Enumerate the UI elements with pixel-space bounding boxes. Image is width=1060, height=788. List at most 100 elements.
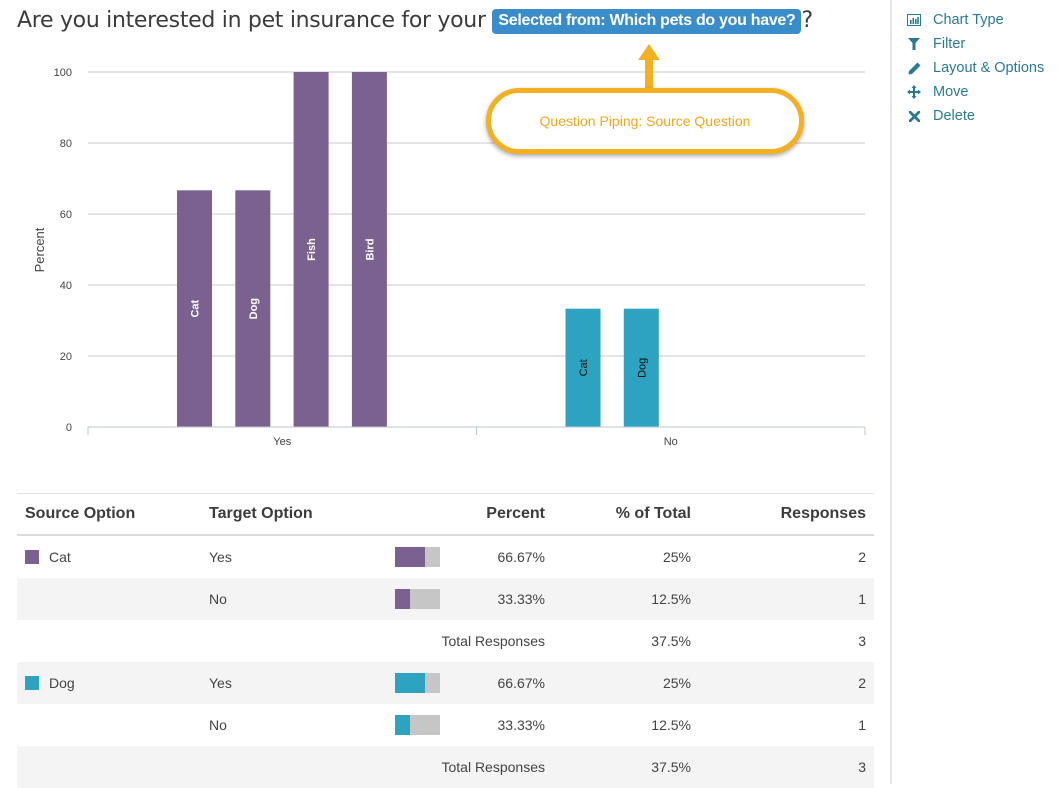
question-text: Are you interested in pet insurance for …	[17, 8, 486, 33]
y-tick-label: 20	[60, 351, 72, 363]
percent-value: 66.67%	[497, 549, 545, 565]
total-row: Total Responses 37.5% 3	[17, 620, 874, 662]
y-axis-ticks: 0 20 40 60 80 100	[54, 67, 72, 434]
percent-cell: 33.33%	[387, 704, 553, 746]
total-percent-of-total: 37.5%	[651, 633, 691, 649]
table-row: Cat Yes 66.67% 25% 2	[17, 535, 874, 578]
y-tick-label: 80	[60, 138, 72, 150]
filter-icon	[905, 37, 923, 51]
total-percent-of-total: 37.5%	[553, 746, 699, 788]
question-piping-callout: Question Piping: Source Question	[486, 88, 804, 154]
percent-of-total: 25%	[662, 549, 691, 565]
bar-label: Dog	[636, 358, 648, 378]
source-color-swatch	[25, 676, 39, 690]
table-row: Dog Yes 66.67% 25% 2	[17, 662, 874, 704]
y-tick-label: 40	[60, 280, 72, 292]
table-row: No 33.33% 12.5% 1	[17, 704, 874, 746]
total-responses: 3	[858, 633, 866, 649]
percent-cell: 66.67%	[387, 535, 553, 578]
source-cell	[17, 704, 201, 746]
percent-of-total: 25%	[553, 662, 699, 704]
bar	[293, 72, 329, 427]
y-tick-label: 60	[60, 209, 72, 221]
response-count: 2	[699, 662, 874, 704]
percent-value: 33.33%	[497, 717, 545, 733]
source-option: Dog	[49, 675, 75, 691]
percent-bar	[395, 673, 440, 693]
target-option: No	[201, 578, 387, 620]
bar	[177, 190, 212, 427]
target-option: Yes	[209, 549, 232, 565]
filter-button[interactable]: Filter	[905, 32, 1044, 56]
x-tick-label: Yes	[273, 436, 291, 448]
total-row: Total Responses 37.5% 3	[17, 746, 874, 788]
percent-of-total: 12.5%	[553, 578, 699, 620]
table-header-row: Source Option Target Option Percent % of…	[17, 493, 874, 536]
percent-cell: 33.33%	[387, 578, 553, 620]
total-label: Total Responses	[441, 633, 545, 649]
close-icon	[905, 109, 923, 123]
chart-type-button[interactable]: Chart Type	[905, 8, 1044, 32]
total-responses: 3	[699, 746, 874, 788]
header-percent-of-total[interactable]: % of Total	[553, 493, 699, 536]
question-mark: ?	[801, 8, 813, 33]
layout-options-label: Layout & Options	[933, 60, 1045, 76]
header-target-option[interactable]: Target Option	[201, 493, 387, 536]
header-responses[interactable]: Responses	[699, 493, 874, 536]
percent-bar-fill	[395, 715, 410, 735]
percent-value: 33.33%	[497, 591, 545, 607]
source-cell: Cat	[17, 535, 201, 578]
pencil-icon	[905, 61, 923, 75]
percent-bar-fill	[395, 589, 410, 609]
bar-chart-icon	[905, 13, 923, 27]
delete-button[interactable]: Delete	[905, 104, 1044, 128]
percent-bar	[395, 715, 440, 735]
y-tick-label: 0	[66, 422, 72, 434]
y-tick-label: 100	[54, 67, 72, 79]
total-label: Total Responses	[387, 746, 553, 788]
bar	[235, 190, 271, 427]
percent-bar	[395, 589, 440, 609]
percent-bar	[395, 547, 440, 567]
bar	[351, 72, 387, 427]
target-option: No	[209, 717, 227, 733]
table-row: No 33.33% 12.5% 1	[17, 578, 874, 620]
y-axis-title: Percent	[32, 227, 47, 272]
filter-label: Filter	[933, 36, 966, 52]
piped-source-badge[interactable]: Selected from: Which pets do you have?	[492, 9, 802, 34]
percent-of-total: 12.5%	[651, 717, 691, 733]
callout-arrow-icon	[638, 44, 660, 90]
source-cell	[17, 578, 201, 620]
source-color-swatch	[25, 550, 39, 564]
callout-text: Question Piping: Source Question	[539, 113, 751, 129]
percent-value: 66.67%	[497, 675, 545, 691]
move-arrows-icon	[905, 85, 923, 99]
chart-bars: Cat Dog Fish Bird Cat Dog	[177, 72, 659, 427]
results-table: Source Option Target Option Percent % of…	[17, 493, 874, 788]
sidebar-divider	[890, 0, 892, 784]
layout-options-button[interactable]: Layout & Options	[905, 56, 1044, 80]
percent-bar-fill	[395, 673, 425, 693]
x-axis: Yes No	[87, 426, 866, 448]
bar	[565, 308, 601, 427]
response-count: 2	[858, 549, 866, 565]
move-label: Move	[933, 84, 969, 100]
response-count: 1	[699, 578, 874, 620]
x-tick-label: No	[664, 436, 678, 448]
source-cell: Dog	[17, 662, 201, 704]
header-percent[interactable]: Percent	[387, 493, 553, 536]
header-source-option[interactable]: Source Option	[17, 493, 201, 536]
chart-type-label: Chart Type	[933, 12, 1004, 28]
bar-label: Bird	[364, 239, 376, 261]
chart-options-menu: Chart Type Filter Layout & Options Move …	[905, 8, 1044, 128]
bar-label: Cat	[190, 299, 202, 317]
delete-label: Delete	[933, 108, 975, 124]
source-option: Cat	[49, 549, 71, 565]
move-button[interactable]: Move	[905, 80, 1044, 104]
bar-label: Fish	[306, 238, 318, 261]
target-option: Yes	[201, 662, 387, 704]
bar	[623, 308, 659, 427]
percent-bar-fill	[395, 547, 425, 567]
bar-label: Cat	[578, 359, 590, 376]
question-title: Are you interested in pet insurance for …	[17, 8, 813, 34]
